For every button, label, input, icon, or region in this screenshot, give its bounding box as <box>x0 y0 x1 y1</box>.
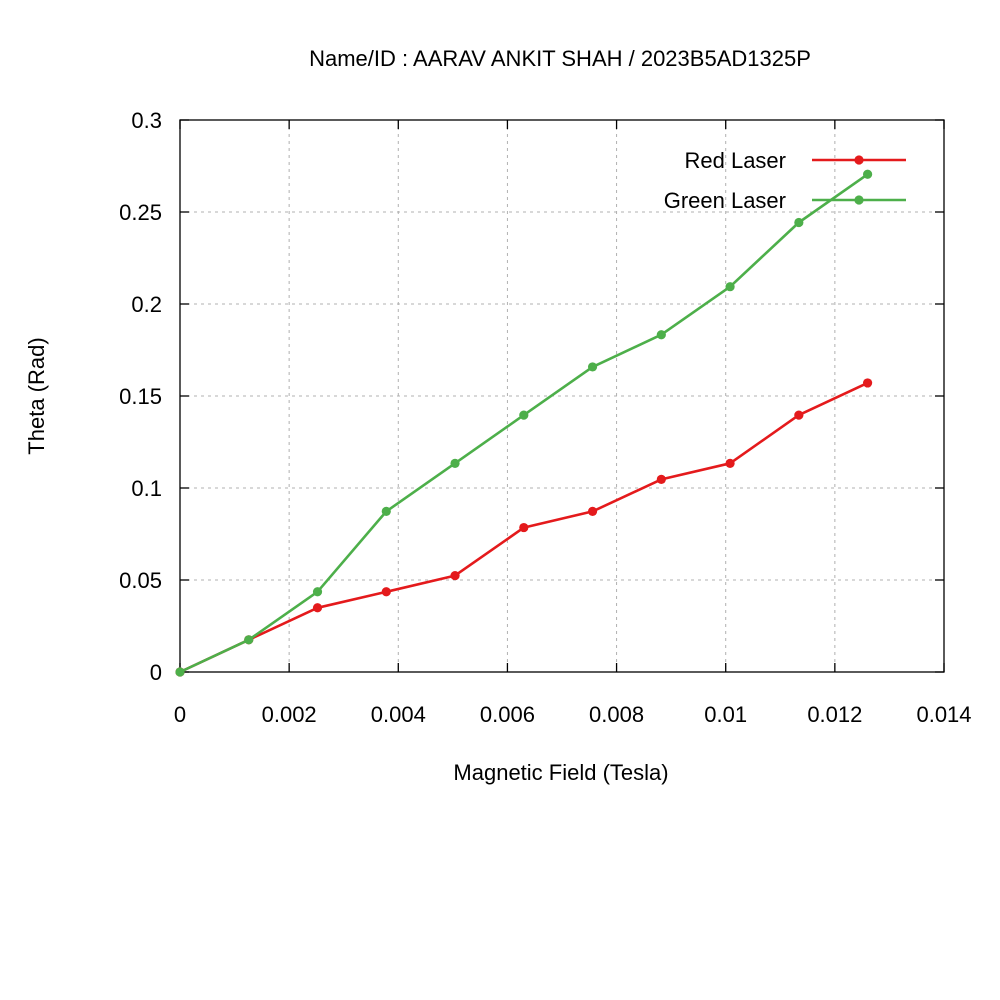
green-laser-point <box>175 667 185 677</box>
y-tick-label: 0.25 <box>119 200 162 225</box>
red-laser-point <box>725 458 735 468</box>
green-laser-point <box>312 587 323 597</box>
green-laser-point <box>450 458 460 468</box>
x-tick-label: 0.008 <box>589 702 644 727</box>
y-tick-label: 0.3 <box>131 108 162 133</box>
green-laser-point <box>244 635 254 645</box>
x-tick-label: 0.014 <box>916 702 971 727</box>
green-laser-point <box>863 169 873 179</box>
x-axis-label: Magnetic Field (Tesla) <box>453 760 668 785</box>
red-laser-point <box>656 474 666 484</box>
y-tick-label: 0.1 <box>131 476 162 501</box>
x-tick-label: 0.004 <box>371 702 426 727</box>
red-laser-point <box>381 587 391 597</box>
green-laser-point <box>519 410 529 420</box>
y-axis-label: Theta (Rad) <box>24 337 49 454</box>
green-laser-point <box>587 362 598 372</box>
legend-marker-red-laser <box>854 155 864 165</box>
green-laser-point <box>381 506 391 516</box>
green-laser-line <box>179 173 869 674</box>
green-laser-point <box>794 217 804 228</box>
red-laser-point <box>450 570 460 581</box>
legend-marker-green-laser <box>854 195 864 205</box>
grid <box>180 120 944 672</box>
red-laser-point <box>794 410 804 420</box>
legend-label-green-laser: Green Laser <box>664 188 786 213</box>
axis-ticks: 0 0.002 0.004 0.006 0.008 0.01 0.012 0.014 0 0.05… <box>119 108 971 727</box>
y-tick-label: 0 <box>150 660 162 685</box>
red-laser-point <box>863 378 873 388</box>
red-laser-point <box>312 603 323 613</box>
series-lines <box>175 169 873 677</box>
y-tick-label: 0.15 <box>119 384 162 409</box>
x-tick-label: 0.012 <box>807 702 862 727</box>
green-laser-point <box>725 282 735 292</box>
x-tick-label: 0.002 <box>262 702 317 727</box>
green-laser-point <box>656 330 666 340</box>
red-laser-point <box>519 522 529 533</box>
red-laser-point <box>587 506 598 516</box>
y-tick-label: 0.05 <box>119 568 162 593</box>
x-tick-label: 0.006 <box>480 702 535 727</box>
x-tick-label: 0 <box>174 702 186 727</box>
x-tick-label: 0.01 <box>704 702 747 727</box>
legend: Red Laser Green Laser <box>664 148 906 213</box>
y-tick-label: 0.2 <box>131 292 162 317</box>
chart-title: Name/ID : AARAV ANKIT SHAH / 2023B5AD132… <box>309 46 811 71</box>
legend-label-red-laser: Red Laser <box>684 148 786 173</box>
